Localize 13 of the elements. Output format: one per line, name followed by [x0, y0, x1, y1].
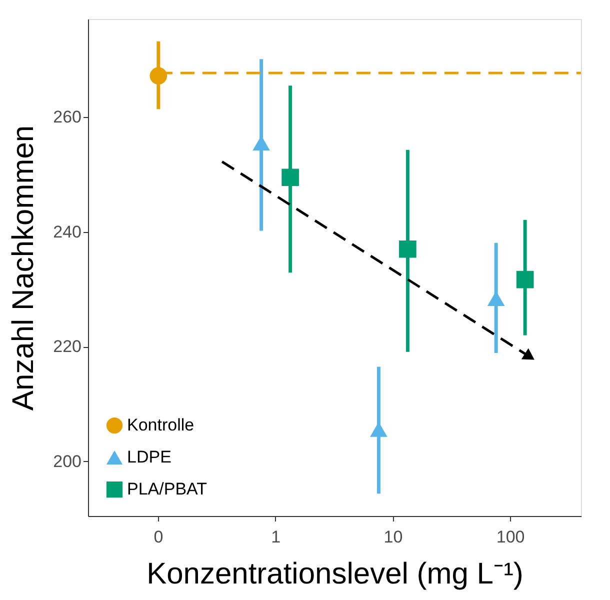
- x-tick-label: 0: [154, 528, 164, 546]
- legend-label: PLA/PBAT: [127, 480, 207, 498]
- y-tick-label: 200: [53, 452, 82, 471]
- y-axis-title: Anzahl Nachkommen: [7, 125, 40, 411]
- y-tick-label: 260: [53, 108, 82, 127]
- y-tick-label: 240: [53, 222, 82, 242]
- y-tick-label: 220: [53, 337, 82, 356]
- x-tick-label: 1: [271, 528, 281, 546]
- x-axis-title: Konzentrationslevel (mg L⁻¹): [146, 558, 524, 590]
- x-tick-label: 100: [496, 528, 525, 546]
- legend-label: LDPE: [127, 448, 172, 466]
- x-tick-label: 10: [384, 528, 403, 546]
- legend-label: Kontrolle: [127, 416, 194, 434]
